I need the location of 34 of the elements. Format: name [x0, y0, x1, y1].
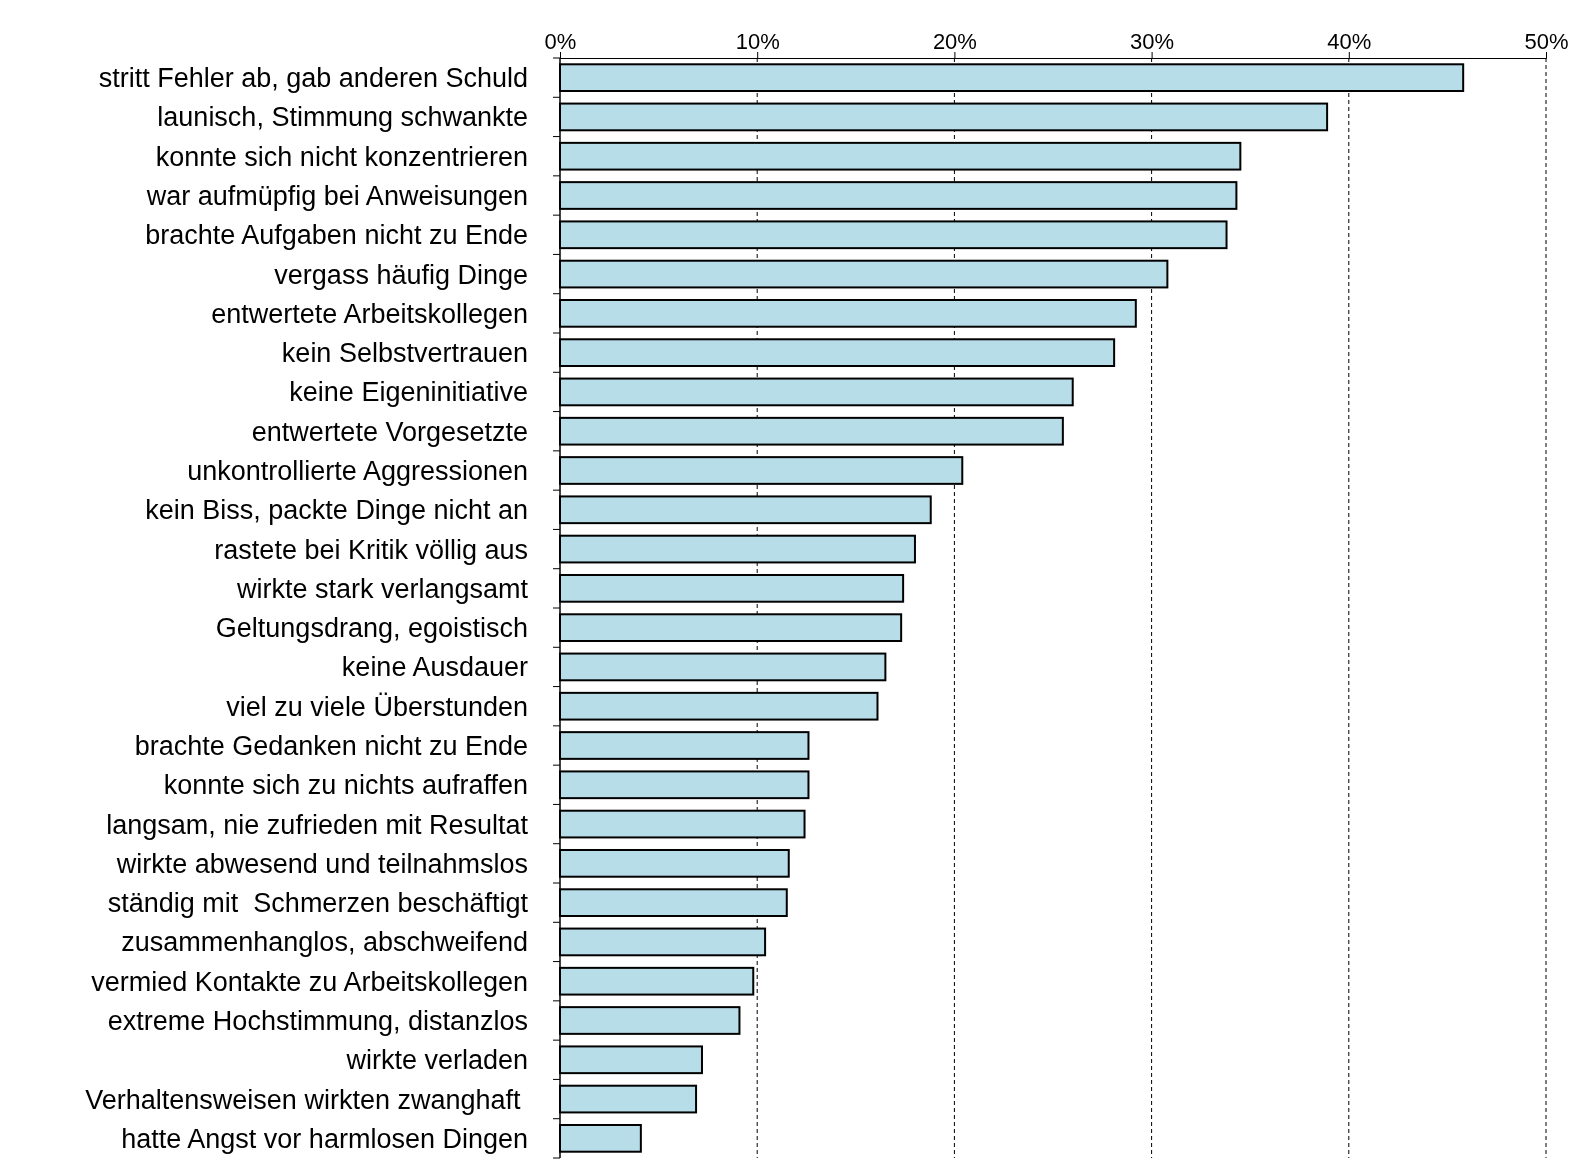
y-tick-label: langsam, nie zufrieden mit Resultat [106, 809, 529, 840]
x-tick-label: 10% [735, 29, 780, 54]
x-tick-label: 20% [932, 29, 977, 54]
x-tick-label: 30% [1130, 29, 1175, 54]
x-tick-label: 50% [1524, 29, 1569, 54]
y-tick-label: brachte Gedanken nicht zu Ende [134, 730, 528, 761]
y-tick-label: entwertete Arbeitskollegen [211, 298, 528, 329]
y-tick-label: wirkte stark verlangsamt [235, 573, 529, 604]
y-tick-label: wirkte verladen [345, 1045, 528, 1076]
y-tick-label: rastete bei Kritik völlig aus [214, 534, 528, 565]
y-tick-label: viel zu viele Überstunden [226, 691, 528, 722]
y-tick-label: Geltungsdrang, egoistisch [215, 613, 528, 644]
y-tick-label: kein Selbstvertrauen [281, 338, 528, 369]
y-tick-label: keine Ausdauer [341, 652, 529, 683]
y-tick-label: vergass häufig Dinge [274, 259, 528, 290]
y-tick-label: launisch, Stimmung schwankte [157, 102, 528, 133]
y-tick-label: stritt Fehler ab, gab anderen Schuld [98, 63, 528, 94]
y-tick-label: konnte sich nicht konzentrieren [155, 141, 528, 172]
y-tick-label: konnte sich zu nichts aufraffen [163, 770, 528, 801]
y-tick-label: extreme Hochstimmung, distanzlos [107, 1005, 528, 1036]
y-tick-label: wirkte abwesend und teilnahmslos [115, 848, 528, 879]
y-tick-label: unkontrollierte Aggressionen [187, 455, 528, 486]
y-tick-label: war aufmüpfig bei Anweisungen [145, 180, 528, 211]
y-tick-label: kein Biss, packte Dinge nicht an [145, 495, 528, 526]
x-tick-label: 40% [1327, 29, 1372, 54]
x-tick-label: 0% [544, 29, 577, 54]
y-tick-label: vermied Kontakte zu Arbeitskollegen [91, 966, 528, 997]
y-tick-label: brachte Aufgaben nicht zu Ende [145, 220, 528, 251]
y-tick-label: Verhaltensweisen wirkten zwanghaft [85, 1084, 528, 1115]
y-tick-label: entwertete Vorgesetzte [251, 416, 528, 447]
y-tick-label: zusammenhanglos, abschweifend [121, 927, 528, 958]
y-tick-label: keine Eigeninitiative [289, 377, 528, 408]
y-tick-label: ständig mit Schmerzen beschäftigt [107, 888, 529, 919]
y-tick-label: hatte Angst vor harmlosen Dingen [121, 1123, 528, 1154]
